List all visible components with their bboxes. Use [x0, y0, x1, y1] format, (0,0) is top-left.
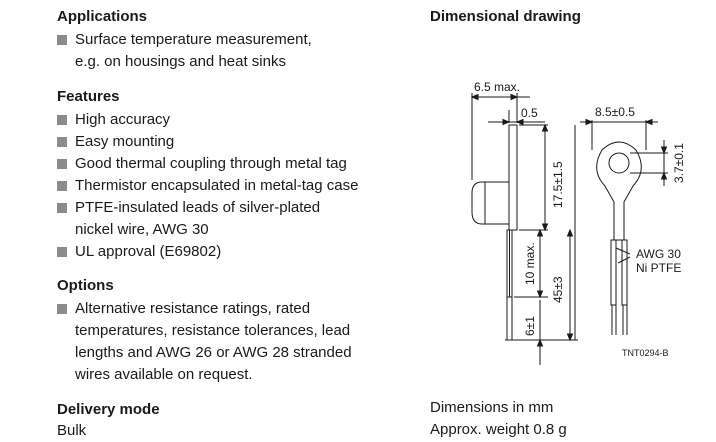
drawing-code: TNT0294-B [622, 348, 669, 358]
delivery-value: Bulk [57, 422, 87, 439]
options-item-line: temperatures, resistance tolerances, lea… [75, 322, 351, 339]
applications-item-line: Surface temperature measurement, [75, 31, 312, 48]
dim-ring-label: 8.5±0.5 [595, 105, 635, 119]
features-heading: Features [57, 88, 120, 105]
wire-label-awg: AWG 30 [636, 247, 681, 261]
dim-tag-label: 17.5±1.5 [551, 161, 565, 208]
options-item-line: wires available on request. [75, 366, 253, 383]
applications-heading: Applications [57, 8, 148, 25]
bullet-icon [57, 159, 67, 169]
options-item-line: lengths and AWG 26 or AWG 28 stranded [75, 344, 352, 361]
bullet-icon [57, 304, 67, 314]
bullet-icon [57, 181, 67, 191]
case-body [471, 181, 509, 225]
dim-strip-label: 6±1 [523, 316, 537, 336]
features-item: Good thermal coupling through metal tag [75, 155, 347, 172]
mounting-hole [608, 152, 630, 174]
features-item: PTFE-insulated leads of silver-plated [75, 199, 321, 216]
features-item: High accuracy [75, 111, 171, 128]
dim-leads-label: 45±3 [551, 276, 565, 303]
metal-tag-front [596, 141, 642, 241]
features-item: Thermistor encapsulated in metal-tag cas… [75, 177, 359, 194]
delivery-heading: Delivery mode [57, 401, 160, 418]
bullet-icon [57, 203, 67, 213]
dim-thickness-label: 0.5 [521, 106, 538, 120]
drawing-heading: Dimensional drawing [430, 8, 581, 25]
features-item: UL approval (E69802) [75, 243, 222, 260]
bullet-icon [57, 115, 67, 125]
bullet-icon [57, 247, 67, 257]
bullet-icon [57, 137, 67, 147]
dim-width-label: 6.5 max. [474, 80, 520, 94]
options-item-line: Alternative resistance ratings, rated [75, 300, 311, 317]
dim-insulation-label: 10 max. [523, 242, 537, 285]
metal-tag-side [508, 124, 518, 231]
options-heading: Options [57, 277, 114, 294]
dim-hole-label: 3.7±0.1 [672, 143, 686, 183]
wire-label-ptfe: Ni PTFE [636, 261, 681, 275]
bullet-icon [57, 35, 67, 45]
features-item: Easy mounting [75, 133, 175, 150]
applications-item-line: e.g. on housings and heat sinks [75, 53, 286, 70]
weight-note: Approx. weight 0.8 g [430, 421, 567, 438]
dimensions-note: Dimensions in mm [430, 399, 554, 416]
features-item: nickel wire, AWG 30 [75, 221, 209, 238]
